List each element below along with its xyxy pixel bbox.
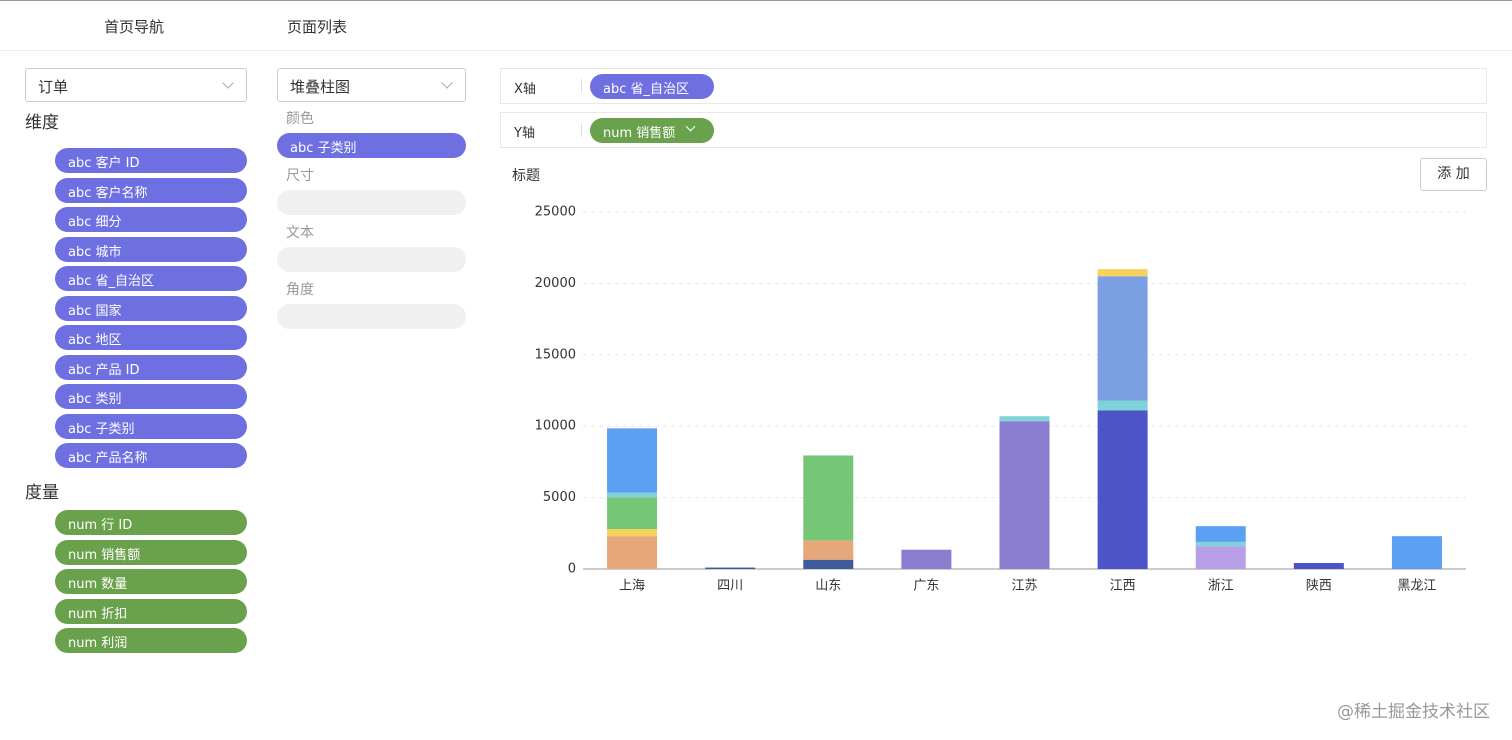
y-tick-label: 15000 bbox=[535, 347, 576, 362]
bar-segment bbox=[803, 559, 854, 569]
measure-pill[interactable]: num 销售额 bbox=[55, 539, 247, 565]
y-axis-label: Y轴 bbox=[514, 126, 535, 141]
encoding-label: 尺寸 bbox=[286, 168, 314, 184]
watermark: @稀土掘金技术社区 bbox=[1337, 702, 1490, 722]
nav-item[interactable]: 首页导航 bbox=[104, 18, 165, 36]
y-tick-label: 10000 bbox=[535, 419, 576, 434]
dimension-pill[interactable]: abc 产品名称 bbox=[55, 443, 247, 468]
x-tick-label: 浙江 bbox=[1208, 579, 1234, 594]
bar-segment bbox=[803, 540, 854, 560]
chart-type-select[interactable]: 堆叠柱图 bbox=[277, 68, 466, 102]
separator bbox=[581, 79, 582, 93]
bar-segment bbox=[607, 497, 658, 530]
encoding-slot[interactable] bbox=[277, 247, 466, 272]
dimension-pill[interactable]: abc 细分 bbox=[55, 207, 247, 232]
y-axis-row: Y轴 num 销售额 bbox=[500, 112, 1487, 148]
encoding-slot[interactable] bbox=[277, 304, 466, 329]
bar-segment bbox=[607, 428, 658, 493]
dimension-pill[interactable]: abc 客户名称 bbox=[55, 177, 247, 203]
measure-pill[interactable]: num 数量 bbox=[55, 569, 247, 594]
x-tick-label: 黑龙江 bbox=[1397, 579, 1436, 594]
measure-pill[interactable]: num 行 ID bbox=[55, 510, 247, 535]
encoding-label: 颜色 bbox=[286, 111, 314, 127]
bar-segment bbox=[607, 536, 658, 569]
x-tick-label: 四川 bbox=[717, 579, 743, 594]
bar-segment bbox=[607, 529, 658, 537]
measure-pill[interactable]: num 利润 bbox=[55, 628, 247, 653]
x-field-pill[interactable]: abc 省_自治区 bbox=[590, 74, 714, 99]
bar-segment bbox=[901, 549, 952, 569]
bar-segment bbox=[705, 567, 756, 569]
y-tick-label: 5000 bbox=[543, 490, 576, 505]
x-axis-label: X轴 bbox=[514, 82, 536, 97]
bar-segment bbox=[1195, 546, 1246, 569]
dimension-pill[interactable]: abc 省_自治区 bbox=[55, 266, 247, 291]
bar-segment bbox=[999, 421, 1050, 569]
measure-pill[interactable]: num 折扣 bbox=[55, 598, 247, 624]
x-tick-label: 陕西 bbox=[1306, 579, 1332, 594]
nav-border bbox=[0, 50, 1512, 51]
bar-segment bbox=[607, 492, 658, 498]
dimension-pill[interactable]: abc 地区 bbox=[55, 325, 247, 350]
dimension-pill[interactable]: abc 产品 ID bbox=[55, 354, 247, 380]
encoding-label: 文本 bbox=[286, 225, 314, 241]
bar-segment bbox=[1195, 526, 1246, 542]
y-tick-label: 20000 bbox=[535, 276, 576, 291]
bar-segment bbox=[1195, 541, 1246, 547]
measure-title: 度量 bbox=[25, 483, 59, 503]
top-border bbox=[0, 0, 1512, 1]
x-tick-label: 江苏 bbox=[1011, 578, 1037, 594]
bar-segment bbox=[1391, 536, 1442, 569]
x-axis-row: X轴 abc 省_自治区 bbox=[500, 68, 1487, 104]
separator bbox=[581, 123, 582, 137]
dimension-pill[interactable]: abc 子类别 bbox=[55, 413, 247, 439]
bar-segment bbox=[1293, 563, 1344, 569]
bar-segment bbox=[1097, 276, 1148, 401]
title-label: 标题 bbox=[512, 168, 540, 184]
bar-segment bbox=[803, 455, 854, 541]
bar-segment bbox=[1097, 410, 1148, 569]
encoding-slot[interactable] bbox=[277, 190, 466, 215]
dimension-pill[interactable]: abc 客户 ID bbox=[55, 148, 247, 173]
dimension-pill[interactable]: abc 国家 bbox=[55, 295, 247, 321]
encoding-pill[interactable]: abc 子类别 bbox=[277, 133, 466, 158]
dataset-select[interactable]: 订单 bbox=[25, 68, 247, 102]
add-button[interactable]: 添 加 bbox=[1420, 158, 1487, 191]
x-tick-label: 上海 bbox=[619, 579, 645, 594]
bar-segment bbox=[1097, 269, 1148, 277]
dimension-pill[interactable]: abc 类别 bbox=[55, 384, 247, 409]
nav-item[interactable]: 页面列表 bbox=[287, 18, 348, 36]
x-tick-label: 山东 bbox=[815, 579, 841, 594]
y-field-pill[interactable]: num 销售额 bbox=[590, 118, 714, 143]
x-tick-label: 江西 bbox=[1110, 579, 1136, 594]
bar-segment bbox=[999, 416, 1050, 422]
bar-segment bbox=[1097, 400, 1148, 411]
x-tick-label: 广东 bbox=[913, 579, 939, 594]
encoding-label: 角度 bbox=[286, 282, 314, 298]
dimension-title: 维度 bbox=[25, 113, 59, 133]
y-tick-label: 25000 bbox=[535, 205, 576, 220]
dimension-pill[interactable]: abc 城市 bbox=[55, 236, 247, 262]
y-tick-label: 0 bbox=[568, 562, 576, 577]
